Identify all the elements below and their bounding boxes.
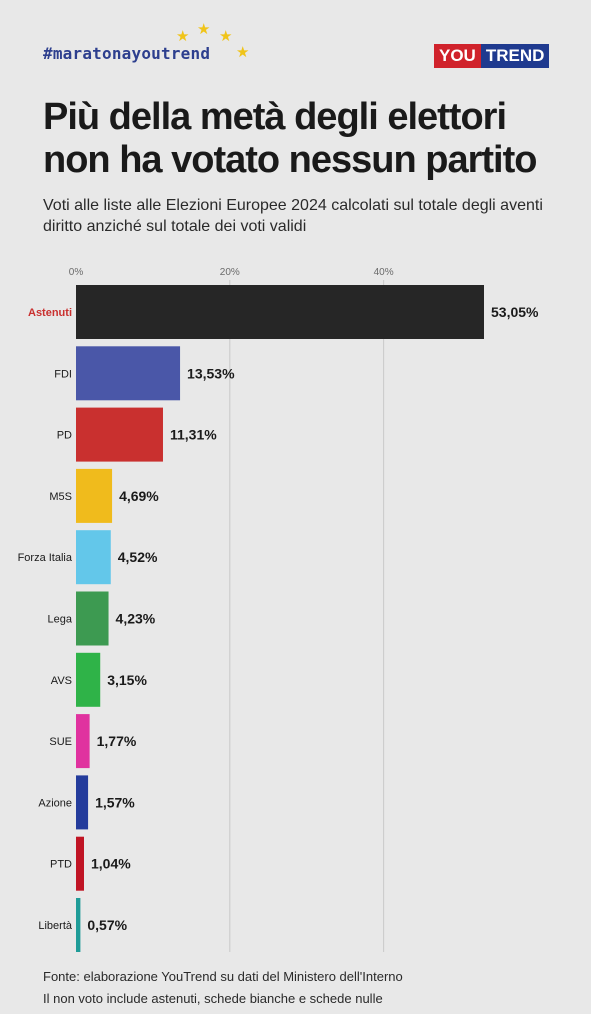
youtrend-logo: YOU TREND [434,44,550,68]
value-label: 1,77% [97,733,137,749]
category-label: SUE [49,736,72,748]
star-icon: ★ [197,21,211,38]
value-label: 1,57% [95,794,135,810]
value-label: 1,04% [91,856,131,872]
bar [76,714,90,769]
star-icon: ★ [176,28,190,45]
bar [76,836,84,891]
chart-title: Più della metà degli elettori non ha vot… [43,96,537,181]
source-line-2: Il non voto include astenuti, schede bia… [43,991,383,1006]
category-label: Lega [48,614,73,626]
bar [76,591,109,646]
source-note: Fonte: elaborazione YouTrend su dati del… [43,966,563,1010]
source-line-1: Fonte: elaborazione YouTrend su dati del… [43,969,403,984]
bar [76,898,81,952]
bar [76,468,113,523]
category-label: Astenuti [28,307,72,319]
value-label: 4,52% [118,549,158,565]
value-label: 13,53% [187,365,235,381]
bar [76,346,181,401]
bar-chart: 0% 20% 40% Astenuti 53,05% FDI 13,53% PD 11,31% M… [18,267,539,952]
bar [76,652,101,707]
bar [76,285,484,339]
chart-subtitle: Voti alle liste alle Elezioni Europee 20… [43,197,543,235]
bar [76,530,111,585]
category-label: FDI [54,368,72,380]
logo-trend: TREND [480,44,550,68]
category-label: Azione [38,797,72,809]
category-label: PTD [50,859,72,871]
value-label: 0,57% [87,917,127,933]
x-tick-label: 40% [374,267,394,278]
value-label: 53,05% [491,304,539,320]
bar [76,775,89,830]
bar [76,407,163,462]
category-label: M5S [49,491,72,503]
hashtag-label: #maratonayoutrend [43,44,211,63]
value-label: 4,23% [116,611,156,627]
category-label: PD [57,430,72,442]
logo-you: YOU [434,44,481,68]
star-icon: ★ [236,44,250,61]
value-label: 4,69% [119,488,159,504]
x-tick-label: 20% [220,267,240,278]
star-icon: ★ [219,28,233,45]
value-label: 11,31% [170,427,217,443]
category-label: Forza Italia [18,552,73,564]
value-label: 3,15% [107,672,147,688]
category-label: Libertà [38,920,73,932]
x-tick-label: 0% [69,267,84,278]
category-label: AVS [51,675,72,687]
